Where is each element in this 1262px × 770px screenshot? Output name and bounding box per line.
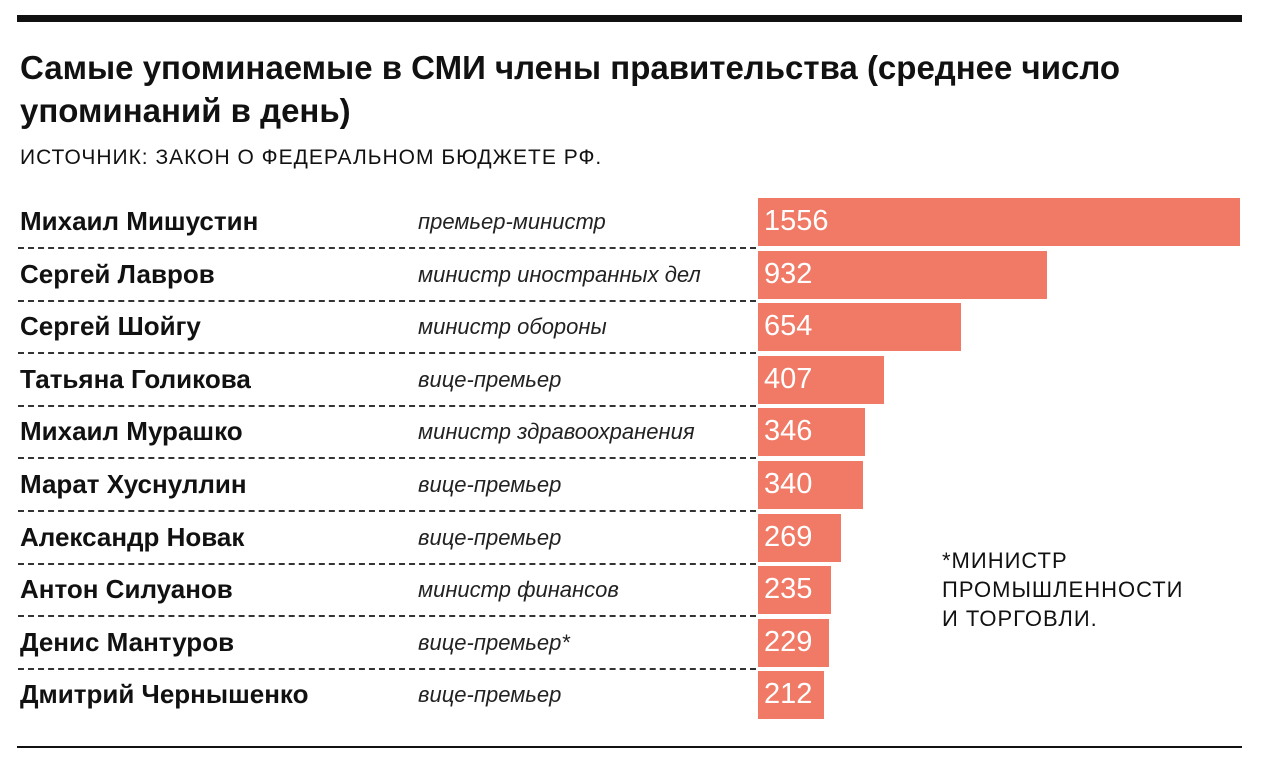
bar-row: Марат Хуснуллин вице-премьер 340 bbox=[0, 461, 1262, 514]
row-role: министр здравоохранения bbox=[418, 419, 695, 445]
bar bbox=[758, 198, 1240, 246]
bar-value-label: 407 bbox=[764, 362, 813, 395]
bar bbox=[758, 618, 829, 667]
row-name: Татьяна Голикова bbox=[20, 363, 251, 394]
bar-row: Михаил Мишустин премьер-министр 1556 bbox=[0, 198, 1262, 251]
row-name: Михаил Мишустин bbox=[20, 206, 259, 236]
row-divider bbox=[18, 510, 756, 512]
row-divider bbox=[18, 247, 756, 249]
bar-row: Татьяна Голикова вице-премьер 407 bbox=[0, 355, 1262, 409]
bar-row: Сергей Лавров министр иностранных дел 932 bbox=[0, 250, 1262, 304]
bar-value-label: 654 bbox=[764, 310, 813, 343]
bar-row: Денис Мантуров вице-премьер* 229 bbox=[0, 618, 1262, 672]
bottom-rule bbox=[17, 746, 1242, 748]
row-name: Сергей Шойгу bbox=[20, 311, 201, 342]
bar-row: Дмитрий Чернышенко вице-премьер 212 bbox=[0, 671, 1262, 724]
row-name: Антон Силуанов bbox=[20, 574, 233, 605]
footnote-line: *МИНИСТР bbox=[942, 548, 1068, 573]
bar bbox=[758, 513, 842, 562]
row-role: министр обороны bbox=[418, 314, 607, 340]
row-name: Денис Мантуров bbox=[20, 626, 235, 657]
bar-value-label: 269 bbox=[764, 520, 813, 553]
row-name: Дмитрий Чернышенко bbox=[20, 679, 309, 710]
chart-source: ИСТОЧНИК: ЗАКОН О ФЕДЕРАЛЬНОМ БЮДЖЕТЕ РФ… bbox=[20, 146, 603, 169]
bar bbox=[758, 355, 885, 404]
footnote: *МИНИСТР ПРОМЫШЛЕННОСТИ И ТОРГОВЛИ. bbox=[942, 546, 1184, 633]
bar-value-label: 235 bbox=[764, 573, 813, 606]
bar-value-label: 1556 bbox=[764, 205, 829, 237]
bar-value-label: 932 bbox=[764, 257, 813, 290]
bar-value-label: 229 bbox=[764, 625, 813, 658]
row-name: Михаил Мурашко bbox=[20, 416, 243, 447]
row-role: вице-премьер bbox=[418, 524, 562, 550]
row-divider bbox=[18, 562, 756, 565]
row-role: министр финансов bbox=[418, 577, 619, 603]
footnote-line: И ТОРГОВЛИ. bbox=[942, 606, 1098, 631]
bar-row: Сергей Шойгу министр обороны 654 bbox=[0, 303, 1262, 356]
bar-value-label: 346 bbox=[764, 415, 813, 448]
row-role: министр иностранных дел bbox=[418, 261, 701, 287]
footnote-line: ПРОМЫШЛЕННОСТИ bbox=[942, 577, 1184, 602]
bar-row: Александр Новак вице-премьер 269 bbox=[0, 513, 1262, 567]
bar-row: Антон Силуанов министр финансов 235 bbox=[0, 566, 1262, 619]
row-role: вице-премьер bbox=[418, 682, 562, 708]
bar-row: Михаил Мурашко министр здравоохранения 346 bbox=[0, 408, 1262, 461]
bar-value-label: 212 bbox=[764, 678, 813, 711]
row-divider bbox=[18, 615, 756, 618]
row-role: вице-премьер bbox=[418, 366, 562, 392]
bar-value-label: 340 bbox=[764, 468, 813, 500]
row-role: премьер-министр bbox=[418, 209, 606, 234]
bar bbox=[758, 461, 864, 509]
row-divider bbox=[18, 667, 756, 670]
row-name: Марат Хуснуллин bbox=[20, 469, 247, 499]
bar bbox=[758, 671, 824, 720]
row-role: вице-премьер bbox=[418, 472, 562, 497]
bar bbox=[758, 250, 1047, 299]
row-name: Сергей Лавров bbox=[20, 258, 215, 289]
chart-title: Самые упоминаемые в СМИ члены правительс… bbox=[20, 49, 1121, 129]
row-divider bbox=[18, 457, 756, 460]
row-divider bbox=[18, 352, 756, 355]
bar bbox=[758, 303, 961, 352]
bar bbox=[758, 408, 866, 457]
row-divider bbox=[18, 404, 756, 407]
row-name: Александр Новак bbox=[20, 521, 245, 552]
bar bbox=[758, 566, 831, 615]
row-role: вице-премьер* bbox=[418, 629, 570, 655]
row-divider bbox=[18, 299, 756, 302]
top-rule bbox=[17, 15, 1242, 22]
